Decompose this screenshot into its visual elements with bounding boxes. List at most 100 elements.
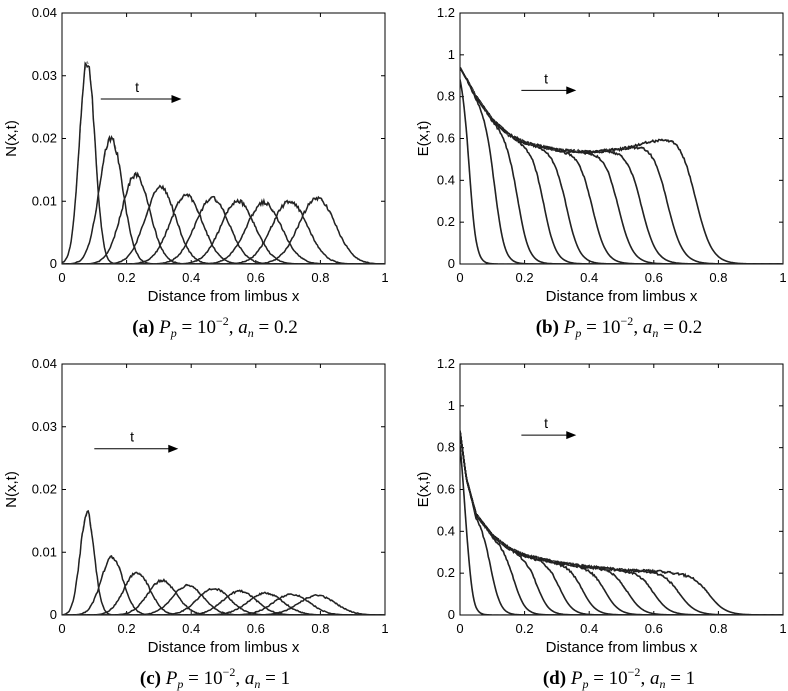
y-tick-label: 0.8: [437, 89, 455, 104]
front-line-mean-10: [460, 430, 783, 615]
front-line-mean-7: [460, 67, 783, 264]
front-line-9: [460, 430, 783, 615]
series-group: [62, 60, 385, 264]
caption-base: = 10: [581, 317, 620, 338]
x-tick-label: 0.8: [311, 621, 329, 636]
y-tick-label: 1: [448, 47, 455, 62]
caption-a: a: [650, 668, 660, 689]
front-line-10: [460, 430, 783, 615]
x-tick-label: 0: [456, 270, 463, 285]
y-tick-label: 0.03: [32, 68, 57, 83]
series-line-t3: [62, 171, 385, 264]
x-tick-label: 0.2: [516, 270, 534, 285]
y-tick-label: 1.2: [437, 5, 455, 20]
front-line-mean-5: [460, 430, 783, 615]
x-tick-label: 0.8: [709, 621, 727, 636]
caption-label: (a): [132, 317, 159, 338]
y-tick-label: 0.6: [437, 131, 455, 146]
series-line-mean-t2: [62, 556, 385, 615]
panel-caption: (c) Pp = 10−2, an = 1: [140, 665, 290, 691]
x-axis-label: Distance from limbus x: [148, 288, 300, 305]
series-line-t5: [62, 583, 385, 615]
caption-a-val: = 0.2: [658, 317, 702, 338]
x-tick-label: 0: [58, 621, 65, 636]
caption-exp: −2: [223, 665, 236, 679]
series-line-t6: [62, 587, 385, 615]
y-tick-label: 0: [448, 607, 455, 622]
caption-comma: ,: [235, 668, 245, 689]
series-line-t1: [62, 61, 385, 264]
time-arrow-label: t: [544, 70, 548, 86]
y-tick-label: 0: [448, 256, 455, 271]
panel-d: 0 0.2 0.4 0.6 0.8 1 0 0.2 0.4 0.6 0.8 1 1.2 Distance …: [415, 356, 787, 691]
y-axis-label: E(x,t): [415, 121, 432, 157]
front-line-4: [460, 67, 783, 264]
front-line-mean-8: [460, 67, 783, 264]
series-line-mean-t5: [62, 194, 385, 264]
front-line-mean-8: [460, 430, 783, 615]
front-line-mean-9: [460, 430, 783, 615]
front-line-6: [460, 430, 783, 615]
time-arrow-head: [171, 94, 182, 103]
caption-label: (b): [536, 317, 564, 338]
y-axis-label: N(x,t): [3, 120, 20, 157]
caption-a-val: = 1: [665, 668, 695, 689]
caption-p: P: [158, 317, 171, 338]
caption-label: (c): [140, 668, 166, 689]
series-line-t4: [62, 184, 385, 264]
caption-a-sub: n: [248, 326, 254, 340]
x-tick-label: 0.4: [580, 621, 598, 636]
panel-c: 0 0.2 0.4 0.6 0.8 1 0 0.01 0.02 0.03 0.04 Distance …: [3, 356, 389, 691]
caption-a: a: [245, 668, 255, 689]
caption-p-sub: p: [170, 326, 177, 340]
front-line-mean-1: [460, 79, 783, 264]
front-line-mean-10: [460, 67, 783, 264]
front-line-1: [460, 79, 783, 264]
caption-p: P: [165, 668, 178, 689]
x-tick-label: 0.6: [645, 621, 663, 636]
front-line-1: [460, 444, 783, 615]
series-line-t10: [62, 594, 385, 615]
panel-a: 0 0.2 0.4 0.6 0.8 1 0 0.01 0.02 0.03 0.04 Distance …: [3, 5, 389, 340]
plot-frame: [61, 363, 386, 616]
front-line-5: [460, 430, 783, 615]
caption-exp: −2: [628, 665, 641, 679]
y-axis-label: E(x,t): [415, 472, 432, 508]
time-arrow-head: [566, 431, 577, 440]
x-tick-label: 0: [58, 270, 65, 285]
y-tick-label: 0.01: [32, 193, 57, 208]
caption-comma: ,: [229, 317, 239, 338]
y-tick-label: 0: [50, 256, 57, 271]
caption-a-val: = 0.2: [254, 317, 298, 338]
front-line-7: [460, 67, 783, 264]
y-tick-label: 0: [50, 607, 57, 622]
series-group: [460, 430, 783, 615]
x-tick-label: 0.8: [709, 270, 727, 285]
caption-base: = 10: [177, 317, 216, 338]
front-line-mean-2: [460, 67, 783, 264]
x-tick-label: 0.2: [516, 621, 534, 636]
series-line-mean-t6: [62, 197, 385, 264]
caption-p-sub: p: [581, 677, 588, 691]
time-arrow-head: [168, 444, 179, 453]
front-line-4: [460, 430, 783, 615]
y-tick-label: 0.6: [437, 482, 455, 497]
y-tick-label: 0.04: [32, 5, 57, 20]
time-arrow-head: [566, 86, 577, 95]
front-line-2: [460, 431, 783, 615]
panel-b: 0 0.2 0.4 0.6 0.8 1 0 0.2 0.4 0.6 0.8 1 1.2 Distance …: [415, 5, 787, 340]
x-axis-label: Distance from limbus x: [546, 639, 698, 656]
y-tick-label: 1.2: [437, 356, 455, 371]
y-tick-label: 0.8: [437, 440, 455, 455]
panel-caption: (d) Pp = 10−2, an = 1: [543, 665, 695, 691]
y-tick-label: 0.04: [32, 356, 57, 371]
front-line-3: [460, 67, 783, 264]
x-tick-label: 1: [779, 621, 786, 636]
front-line-9: [460, 67, 783, 264]
x-tick-label: 0.2: [118, 270, 136, 285]
front-line-mean-3: [460, 67, 783, 264]
x-tick-label: 0.6: [247, 621, 265, 636]
series-line-t1: [62, 509, 385, 615]
x-tick-label: 0.8: [311, 270, 329, 285]
caption-a: a: [643, 317, 653, 338]
